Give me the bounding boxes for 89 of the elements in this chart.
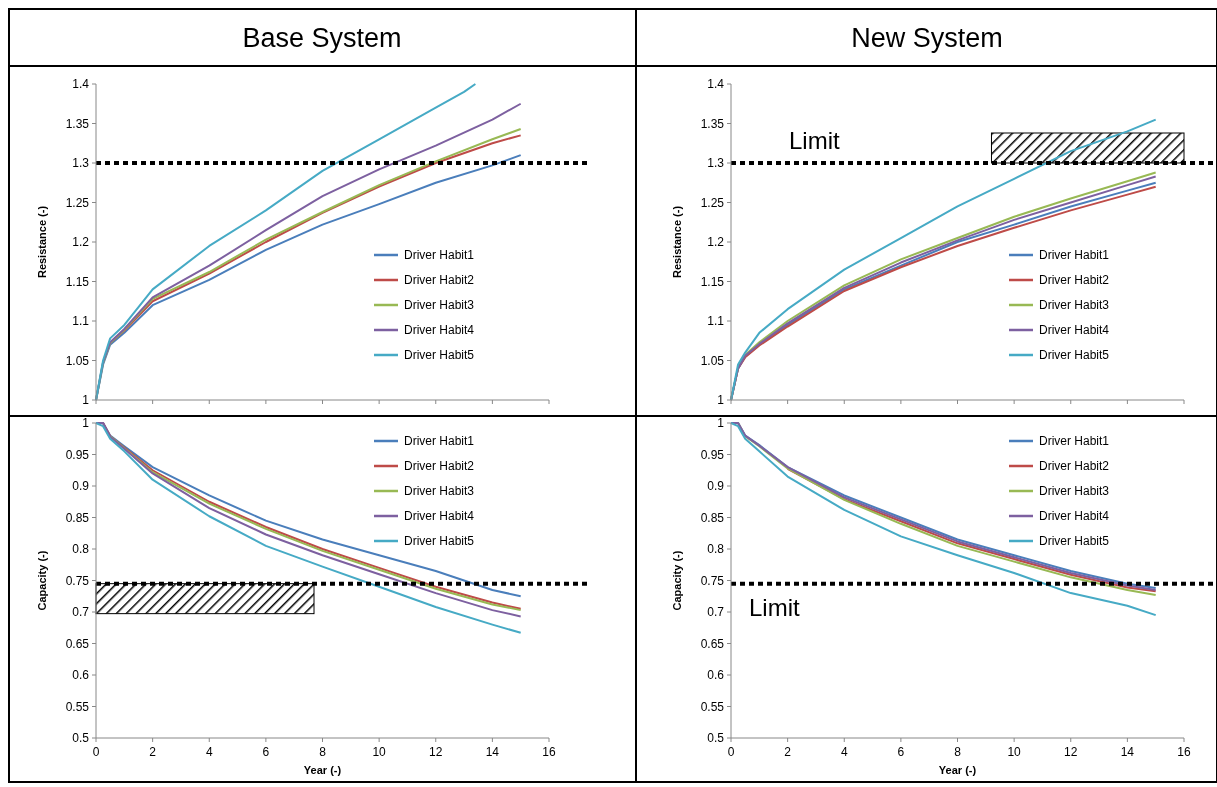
legend-label: Driver Habit5 <box>404 534 475 548</box>
legend-label: Driver Habit2 <box>404 273 475 287</box>
y-axis-title: Resistance (-) <box>671 205 683 279</box>
x-tick-label: 6 <box>262 745 270 759</box>
x-axis-title: Year (-) <box>303 764 342 776</box>
legend-label: Driver Habit3 <box>1039 484 1110 498</box>
y-tick-label: 1.25 <box>700 195 725 210</box>
legend-label: Driver Habit1 <box>404 434 475 448</box>
y-tick-label: 1 <box>82 416 90 430</box>
x-tick-label: 14 <box>485 745 500 759</box>
x-tick-label: 12 <box>1064 745 1078 759</box>
x-tick-label: 2 <box>784 745 792 759</box>
y-tick-label: 0.6 <box>707 668 725 682</box>
legend-label: Driver Habit1 <box>1039 434 1110 448</box>
y-tick-label: 0.7 <box>72 605 90 619</box>
y-tick-label: 0.55 <box>65 699 90 714</box>
legend-label: Driver Habit5 <box>1039 348 1110 362</box>
y-tick-label: 0.5 <box>707 731 725 745</box>
line-series <box>730 118 1157 401</box>
y-tick-label: 1.1 <box>72 314 90 328</box>
y-axis-title: Resistance (-) <box>36 205 48 279</box>
x-tick-label: 10 <box>372 745 387 759</box>
x-tick-label: 0 <box>92 745 100 759</box>
x-tick-label: 12 <box>429 745 443 759</box>
ref-line-label: Limit <box>749 593 800 621</box>
y-tick-label: 0.75 <box>700 573 725 588</box>
y-tick-label: 0.9 <box>707 479 725 493</box>
y-tick-label: 0.75 <box>65 573 90 588</box>
y-tick-label: 1.2 <box>707 235 725 249</box>
y-tick-label: 1 <box>717 393 725 407</box>
y-tick-label: 0.8 <box>72 542 90 556</box>
x-tick-label: 8 <box>319 745 327 759</box>
y-tick-label: 0.65 <box>700 636 725 651</box>
y-tick-label: 0.95 <box>700 447 725 462</box>
y-tick-label: 0.65 <box>65 636 90 651</box>
y-tick-label: 0.95 <box>65 447 90 462</box>
ref-line-label: Limit <box>789 127 840 154</box>
y-tick-label: 1.3 <box>707 156 725 170</box>
x-tick-label: 4 <box>840 745 848 759</box>
legend-label: Driver Habit4 <box>1039 509 1110 523</box>
x-tick-label: 4 <box>205 745 213 759</box>
y-tick-label: 1.2 <box>72 235 90 249</box>
legend-label: Driver Habit1 <box>1039 248 1110 262</box>
x-tick-label: 8 <box>954 745 962 759</box>
x-axis-title: Year (-) <box>938 764 977 776</box>
y-tick-label: 1 <box>717 416 725 430</box>
chart-title: Base System <box>242 23 402 53</box>
legend-label: Driver Habit4 <box>1039 323 1110 337</box>
legend-label: Driver Habit4 <box>404 509 475 523</box>
x-tick-label: 14 <box>1120 745 1135 759</box>
y-axis-title: Capacity (-) <box>36 550 48 611</box>
y-tick-label: 1.4 <box>707 77 725 91</box>
legend-label: Driver Habit3 <box>1039 298 1110 312</box>
y-tick-label: 1.15 <box>700 274 725 289</box>
y-tick-label: 1.4 <box>72 77 90 91</box>
y-tick-label: 0.55 <box>700 699 725 714</box>
y-tick-label: 1.15 <box>65 274 90 289</box>
y-tick-label: 1 <box>82 393 90 407</box>
legend-label: Driver Habit2 <box>404 459 475 473</box>
x-tick-label: 16 <box>1177 745 1191 759</box>
y-tick-label: 1.25 <box>65 195 90 210</box>
y-axis-title: Capacity (-) <box>671 550 683 611</box>
y-tick-label: 1.35 <box>700 116 725 131</box>
y-tick-label: 1.05 <box>700 353 725 368</box>
y-tick-label: 0.7 <box>707 605 725 619</box>
x-tick-label: 10 <box>1007 745 1022 759</box>
legend-label: Driver Habit4 <box>404 323 475 337</box>
legend-label: Driver Habit3 <box>404 298 475 312</box>
y-tick-label: 0.8 <box>707 542 725 556</box>
x-tick-label: 6 <box>897 745 905 759</box>
y-tick-label: 0.85 <box>65 510 90 525</box>
y-tick-label: 1.35 <box>65 116 90 131</box>
x-tick-label: 0 <box>727 745 735 759</box>
y-tick-label: 1.3 <box>72 156 90 170</box>
y-tick-label: 0.9 <box>72 479 90 493</box>
y-tick-label: 0.5 <box>72 731 90 745</box>
legend-label: Driver Habit2 <box>1039 459 1110 473</box>
x-tick-label: 16 <box>542 745 556 759</box>
y-tick-label: 1.1 <box>707 314 725 328</box>
legend-label: Driver Habit5 <box>1039 534 1110 548</box>
y-tick-label: 0.6 <box>72 668 90 682</box>
chart-title: New System <box>851 23 1003 53</box>
legend-label: Driver Habit5 <box>404 348 475 362</box>
legend-label: Driver Habit3 <box>404 484 475 498</box>
x-tick-label: 2 <box>149 745 157 759</box>
y-tick-label: 0.85 <box>700 510 725 525</box>
legend-label: Driver Habit2 <box>1039 273 1110 287</box>
legend-label: Driver Habit1 <box>404 248 475 262</box>
y-tick-label: 1.05 <box>65 353 90 368</box>
